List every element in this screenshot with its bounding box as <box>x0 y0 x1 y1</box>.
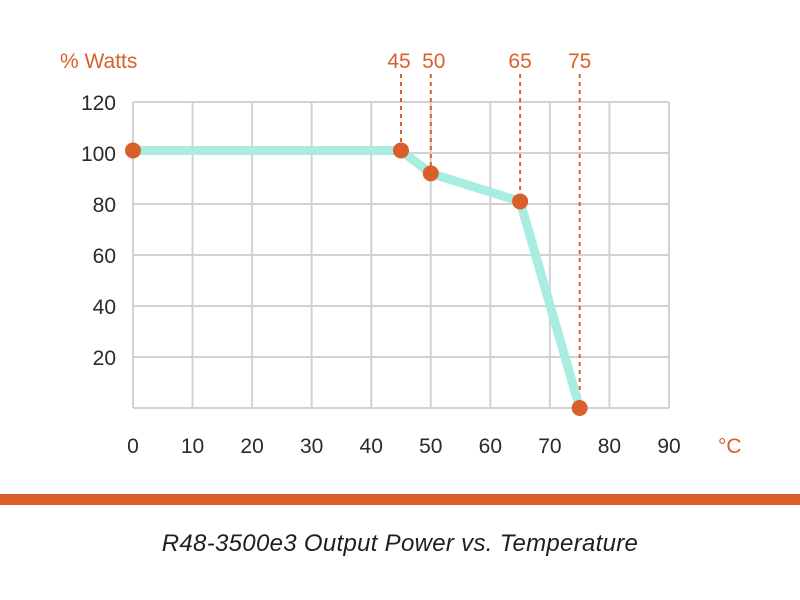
data-point <box>393 142 409 159</box>
annotation-guides: 45 50 65 75 <box>387 50 591 408</box>
chart: 20 40 60 80 100 120 0 10 20 30 40 50 60 70 80 90 45 50 6… <box>60 50 742 458</box>
series-line-layer <box>128 145 585 413</box>
x-tick-label: 80 <box>598 435 621 458</box>
divider-bar <box>0 494 800 505</box>
data-point <box>512 193 529 210</box>
y-tick-label: 20 <box>93 347 116 370</box>
annotation-label: 50 <box>422 50 445 73</box>
x-tick-label: 30 <box>300 435 323 458</box>
annotation-label: 45 <box>387 50 410 73</box>
data-points <box>125 142 588 416</box>
x-axis-ticks: 0 10 20 30 40 50 60 70 80 90 <box>127 435 681 458</box>
x-axis-label: °C <box>718 435 742 458</box>
x-tick-label: 10 <box>181 435 204 458</box>
data-point <box>571 400 588 416</box>
y-tick-label: 80 <box>93 194 116 217</box>
x-tick-label: 60 <box>479 435 502 458</box>
annotation-label: 65 <box>508 50 531 73</box>
series-line <box>128 145 585 413</box>
x-tick-label: 90 <box>657 435 680 458</box>
x-tick-label: 50 <box>419 435 442 458</box>
y-tick-label: 40 <box>93 296 116 319</box>
x-tick-label: 0 <box>127 435 139 458</box>
y-tick-label: 100 <box>81 143 116 166</box>
x-tick-label: 20 <box>240 435 263 458</box>
y-axis-label: % Watts <box>60 50 137 73</box>
x-tick-label: 40 <box>360 435 383 458</box>
data-point <box>125 142 141 159</box>
y-axis-ticks: 20 40 60 80 100 120 <box>81 92 116 370</box>
y-tick-label: 120 <box>81 92 116 115</box>
y-tick-label: 60 <box>93 245 116 268</box>
data-point <box>422 165 439 182</box>
annotation-label: 75 <box>568 50 591 73</box>
x-tick-label: 70 <box>538 435 561 458</box>
chart-title: R48-3500e3 Output Power vs. Temperature <box>161 530 639 557</box>
